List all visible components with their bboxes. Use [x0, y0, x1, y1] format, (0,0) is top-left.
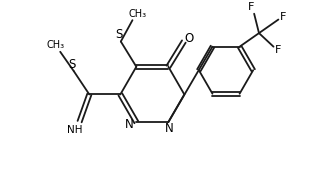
- Text: S: S: [115, 28, 123, 41]
- Text: F: F: [275, 45, 282, 55]
- Text: F: F: [280, 12, 287, 22]
- Text: S: S: [68, 58, 76, 71]
- Text: N: N: [165, 122, 174, 135]
- Text: N: N: [125, 118, 134, 131]
- Text: O: O: [184, 32, 193, 45]
- Text: CH₃: CH₃: [128, 9, 146, 19]
- Text: NH: NH: [67, 125, 82, 135]
- Text: CH₃: CH₃: [46, 40, 65, 50]
- Text: F: F: [248, 2, 254, 12]
